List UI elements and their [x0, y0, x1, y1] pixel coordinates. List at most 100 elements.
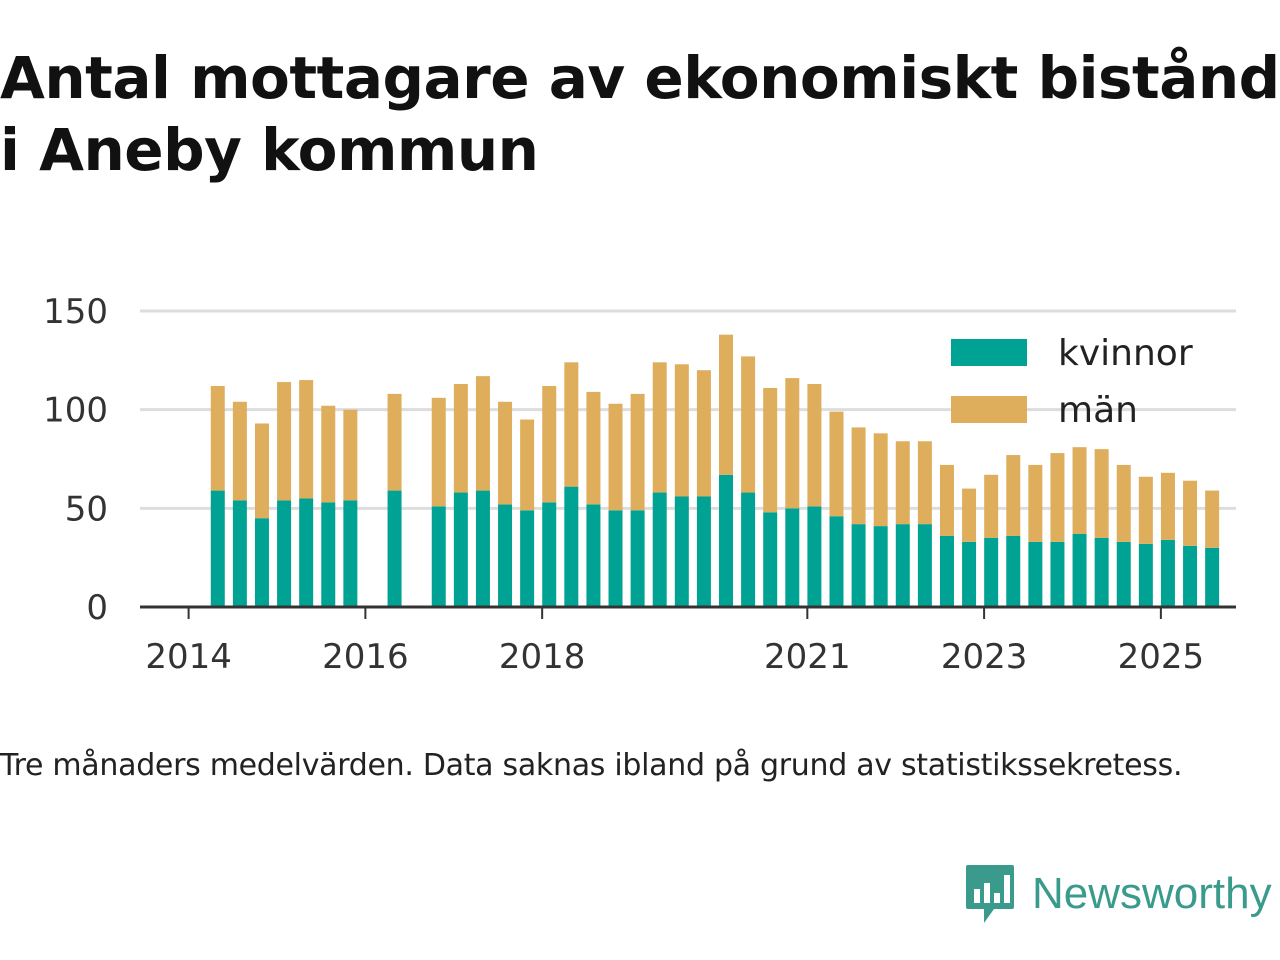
bar-kvinnor	[299, 498, 314, 607]
bar-kvinnor	[652, 492, 667, 607]
bar-man	[630, 393, 645, 511]
brand-name: Newsworthy	[1032, 869, 1272, 918]
bar-kvinnor	[1028, 541, 1043, 607]
bar-kvinnor	[453, 492, 468, 607]
legend-swatch-kvinnor	[951, 339, 1027, 366]
bar-man	[917, 441, 932, 525]
bar-kvinnor	[674, 496, 689, 607]
bar-kvinnor	[387, 490, 402, 607]
bar-man	[542, 385, 557, 503]
bar-man	[674, 364, 689, 497]
bar-kvinnor	[542, 502, 557, 607]
bar-kvinnor	[962, 541, 977, 607]
bar-kvinnor	[829, 516, 844, 607]
bar-man	[475, 376, 490, 491]
bar-kvinnor	[1006, 535, 1021, 607]
bar-man	[851, 427, 866, 525]
bar-kvinnor	[210, 490, 225, 607]
bar-man	[873, 433, 888, 527]
bar-kvinnor	[321, 502, 336, 607]
bar-kvinnor	[1205, 547, 1220, 607]
bar-man	[1094, 449, 1109, 538]
bar-man	[586, 391, 601, 505]
bar-man	[254, 423, 269, 519]
x-tick-label: 2016	[322, 637, 409, 677]
bar-man	[498, 401, 513, 505]
bar-kvinnor	[232, 500, 247, 607]
x-tick-label: 2023	[941, 637, 1028, 677]
bar-kvinnor	[586, 504, 601, 607]
bar-kvinnor	[520, 510, 535, 607]
bar-man	[608, 403, 623, 511]
bar-man	[939, 464, 954, 536]
bar-kvinnor	[1116, 541, 1131, 607]
bar-man	[277, 382, 292, 501]
x-tick-label: 2014	[145, 637, 232, 677]
bar-kvinnor	[895, 524, 910, 607]
bar-man	[1116, 464, 1131, 542]
bar-kvinnor	[630, 510, 645, 607]
bar-man	[1050, 453, 1065, 542]
bar-man	[785, 378, 800, 509]
brand-logo: Newsworthy	[964, 862, 1272, 926]
y-tick-label: 0	[86, 588, 108, 628]
bar-man	[807, 384, 822, 507]
bar-man	[343, 409, 358, 501]
bar-kvinnor	[343, 500, 358, 607]
bar-kvinnor	[763, 512, 778, 607]
bar-kvinnor	[475, 490, 490, 607]
bar-kvinnor	[851, 524, 866, 607]
bar-man	[564, 362, 579, 487]
bar-man	[763, 387, 778, 513]
bar-kvinnor	[873, 526, 888, 607]
bar-kvinnor	[719, 474, 734, 607]
bar-man	[984, 474, 999, 538]
x-tick-label: 2025	[1118, 637, 1205, 677]
bar-kvinnor	[984, 537, 999, 607]
bar-man	[232, 401, 247, 501]
legend-label-man: män	[1058, 390, 1138, 431]
bar-kvinnor	[277, 500, 292, 607]
bar-man	[719, 334, 734, 475]
legend-swatch-man	[951, 396, 1027, 423]
x-tick-label: 2018	[499, 637, 586, 677]
bar-kvinnor	[807, 506, 822, 607]
bar-man	[1183, 480, 1198, 546]
bar-man	[210, 385, 225, 491]
bar-kvinnor	[431, 506, 446, 607]
legend: kvinnor män	[951, 333, 1193, 431]
bar-kvinnor	[1138, 543, 1153, 607]
bar-man	[431, 397, 446, 507]
bar-kvinnor	[254, 518, 269, 607]
bar-man	[1160, 472, 1175, 540]
bar-man	[1138, 476, 1153, 544]
bar-kvinnor	[1094, 537, 1109, 607]
bar-man	[1028, 464, 1043, 542]
bars	[210, 334, 1220, 607]
axes: 0 50 100 150 2014 2016 2018 2021 2023 2025	[43, 292, 1236, 677]
x-tick-label: 2021	[764, 637, 851, 677]
bar-man	[321, 405, 336, 503]
bar-kvinnor	[939, 535, 954, 607]
bar-kvinnor	[564, 486, 579, 607]
bar-man	[299, 380, 314, 499]
bar-man	[652, 362, 667, 493]
chart-title: Antal mottagare av ekonomiskt bistånd i …	[0, 44, 1280, 184]
chart-caption: Tre månaders medelvärden. Data saknas ib…	[0, 748, 1183, 783]
bar-man	[696, 370, 711, 497]
bar-man	[1072, 447, 1087, 534]
bar-kvinnor	[608, 510, 623, 607]
bar-kvinnor	[785, 508, 800, 607]
bar-kvinnor	[1160, 539, 1175, 607]
legend-label-kvinnor: kvinnor	[1058, 333, 1193, 374]
bar-man	[1205, 490, 1220, 548]
newsworthy-bar-chart-icon	[966, 865, 1014, 923]
bar-man	[829, 411, 844, 517]
bar-kvinnor	[741, 492, 756, 607]
bar-man	[962, 488, 977, 542]
bar-man	[741, 356, 756, 493]
bar-kvinnor	[917, 524, 932, 607]
y-tick-label: 150	[43, 292, 108, 332]
y-tick-label: 50	[65, 489, 108, 529]
